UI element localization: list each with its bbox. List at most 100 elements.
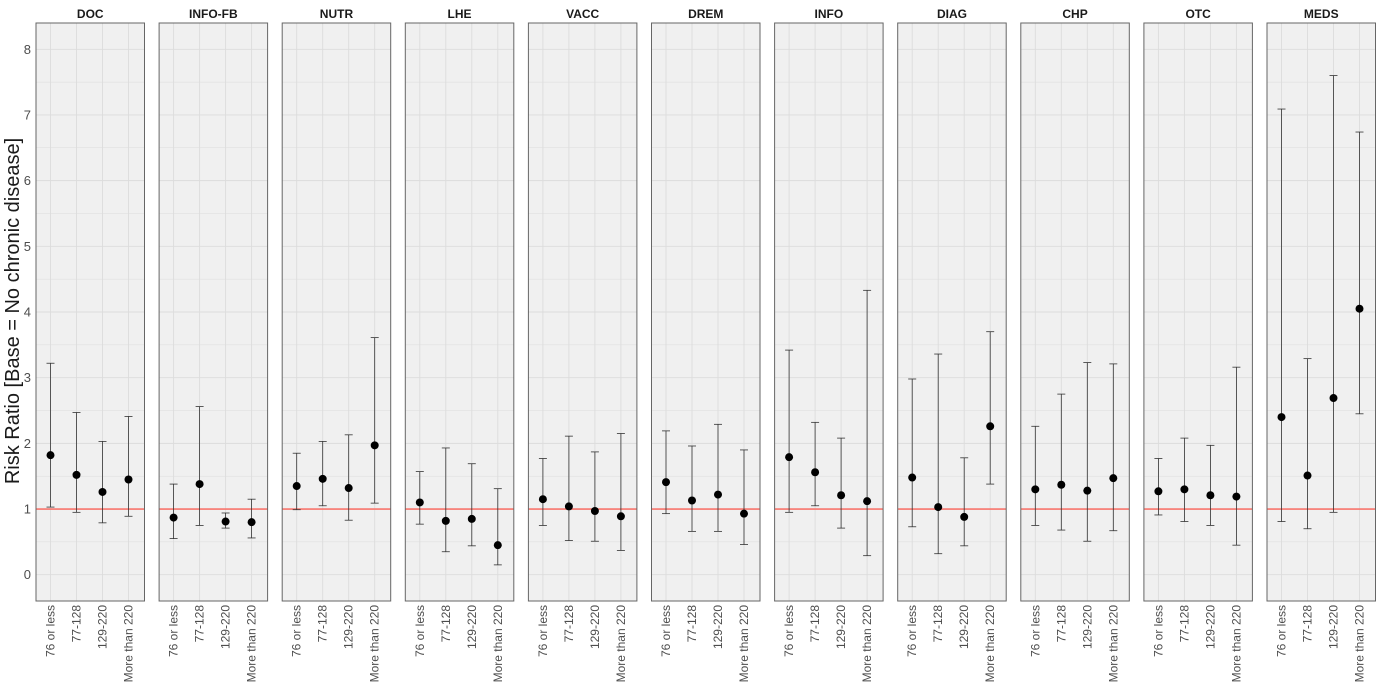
x-tick-label: 129-220 — [465, 605, 479, 649]
estimate-point — [195, 480, 204, 489]
error-bar — [1206, 444, 1215, 526]
facet-panel-vacc: VACC 76 or less 77-128 129-220 More than 220 — [527, 7, 638, 683]
x-tick-label: More than 220 — [1353, 605, 1367, 683]
x-tick-label: 76 or less — [1275, 605, 1289, 657]
x-tick-label: 129-220 — [1327, 605, 1341, 649]
estimate-point — [1355, 304, 1364, 313]
error-bar — [1355, 131, 1364, 415]
error-bar — [1154, 458, 1163, 516]
estimate-point — [934, 503, 943, 512]
x-tick-label: 129-220 — [957, 605, 971, 649]
facet-title: VACC — [566, 7, 599, 21]
panel-border — [651, 22, 761, 602]
error-bar — [1277, 108, 1286, 522]
estimate-point — [221, 517, 230, 526]
x-tick-label: More than 220 — [860, 605, 874, 683]
y-tick-label: 8 — [24, 42, 31, 57]
facet-panel-meds: MEDS 76 or less 77-128 129-220 More than 220 — [1266, 7, 1376, 683]
estimate-point — [1206, 491, 1215, 500]
estimate-point — [1031, 485, 1040, 494]
error-bar — [1057, 393, 1066, 531]
x-tick-label: 77-128 — [931, 605, 945, 643]
x-tick-label: 77-128 — [316, 605, 330, 643]
facet-title: MEDS — [1304, 7, 1339, 21]
panel-border — [1143, 22, 1253, 602]
x-tick-label: 129-220 — [834, 605, 848, 649]
facet-title: OTC — [1185, 7, 1211, 21]
x-tick-label: 76 or less — [659, 605, 673, 657]
x-tick-label: 76 or less — [1151, 605, 1165, 657]
error-bar — [292, 452, 301, 511]
estimate-point — [292, 482, 301, 491]
panel-border — [158, 22, 269, 602]
panel-border — [35, 22, 145, 602]
facet-panel-nutr: NUTR 76 or less 77-128 129-220 More than 220 — [281, 7, 392, 683]
x-tick-label: More than 220 — [614, 605, 628, 683]
x-tick-label: More than 220 — [368, 605, 382, 683]
x-tick-label: 77-128 — [439, 605, 453, 643]
estimate-point — [1329, 394, 1338, 403]
error-bar — [986, 331, 995, 485]
facet-title: DOC — [77, 7, 104, 21]
y-axis-label: Risk Ratio [Base = No chronic disease] — [2, 138, 24, 484]
error-bar — [960, 457, 969, 547]
error-bar — [98, 440, 107, 524]
panel-border — [774, 22, 884, 602]
error-bar — [1031, 425, 1040, 526]
error-bar — [908, 378, 917, 528]
y-tick-label: 4 — [24, 305, 31, 320]
error-bar — [72, 412, 81, 513]
estimate-point — [662, 478, 670, 487]
error-bar — [195, 406, 204, 526]
panel-border — [281, 22, 392, 602]
estimate-point — [344, 484, 353, 493]
estimate-point — [986, 422, 995, 431]
estimate-point — [740, 509, 748, 518]
error-bar — [1083, 362, 1092, 542]
facet-title: INFO — [815, 7, 844, 21]
estimate-point — [415, 498, 424, 507]
x-tick-label: 77-128 — [70, 605, 84, 643]
estimate-point — [908, 473, 917, 482]
x-tick-label: 77-128 — [562, 605, 576, 643]
error-bar — [415, 471, 424, 525]
facet-title: LHE — [448, 7, 472, 21]
x-tick-label: 129-220 — [219, 605, 233, 649]
estimate-point — [124, 475, 133, 484]
x-tick-label: 77-128 — [193, 605, 207, 643]
panel-border — [897, 22, 1007, 602]
facet-title: INFO-FB — [189, 7, 238, 21]
x-tick-label: More than 220 — [245, 605, 259, 683]
estimate-point — [538, 495, 547, 504]
x-tick-label: More than 220 — [737, 605, 751, 683]
x-tick-label: 129-220 — [342, 605, 356, 649]
facet-panel-diag: DIAG 76 or less 77-128 129-220 More than 220 — [897, 7, 1007, 682]
estimate-point — [1232, 492, 1241, 501]
panel-border — [527, 22, 638, 602]
facet-panels: DOC 76 or less 77-128 129-220 More than 220 I… — [35, 7, 1376, 683]
error-bar — [441, 447, 450, 553]
x-tick-label: 77-128 — [808, 605, 822, 643]
error-bar — [863, 289, 872, 557]
error-bar — [714, 423, 722, 532]
estimate-point — [1154, 487, 1163, 496]
facet-panel-info-fb: INFO-FB 76 or less 77-128 129-220 More than … — [158, 7, 269, 683]
estimate-point — [590, 507, 599, 516]
x-tick-label: 76 or less — [536, 605, 550, 657]
error-bar — [46, 362, 55, 508]
x-tick-label: More than 220 — [1106, 605, 1120, 683]
error-bar — [662, 430, 670, 515]
x-tick-label: 76 or less — [905, 605, 919, 657]
estimate-point — [837, 491, 846, 500]
estimate-point — [247, 518, 256, 527]
estimate-point — [1109, 474, 1118, 483]
error-bar — [1180, 437, 1189, 522]
y-tick-label: 3 — [24, 370, 31, 385]
x-tick-label: 77-128 — [685, 605, 699, 643]
estimate-point — [863, 497, 872, 506]
x-tick-label: More than 220 — [1229, 605, 1243, 683]
error-bar — [564, 435, 573, 541]
y-tick-label: 1 — [24, 502, 31, 517]
panel-border — [1266, 22, 1376, 602]
